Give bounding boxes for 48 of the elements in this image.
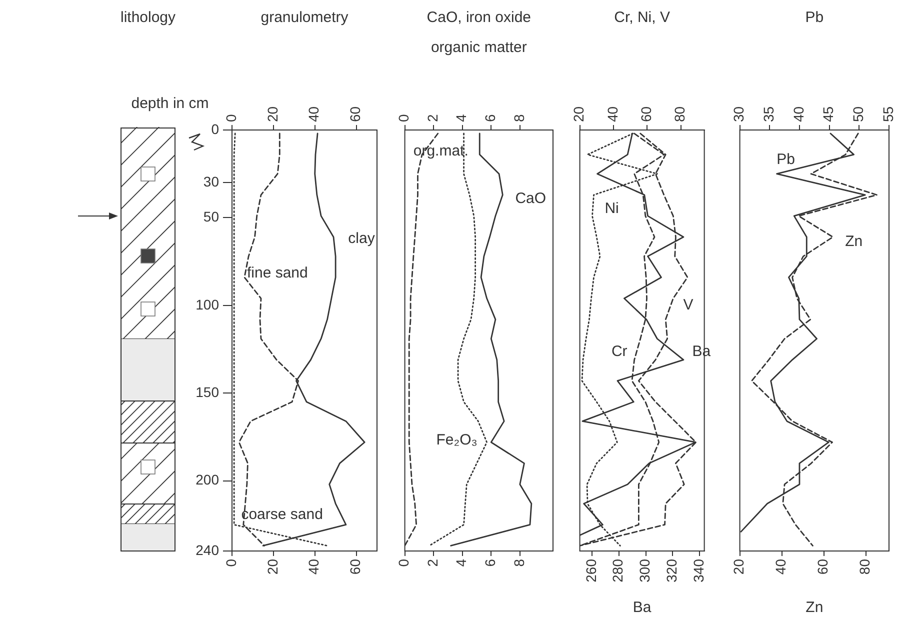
chart-title: CaO, iron oxide (426, 9, 532, 26)
text: lithology (120, 9, 176, 26)
x-tick-label: 20 (730, 558, 747, 575)
series-label: CaO (515, 190, 546, 208)
y-tick-label: 150 (196, 384, 220, 400)
y-tick-label: 240 (196, 542, 220, 558)
x-tick-label: 60 (347, 106, 364, 122)
series-label: Zn (845, 233, 863, 250)
x-tick-label: 320 (664, 558, 680, 582)
x-tick-label: 300 (636, 558, 653, 582)
series-label: Pb (776, 150, 795, 168)
x-tick-label: 80 (856, 558, 873, 575)
x2-tick-label: 45 (820, 106, 836, 122)
series-label: Fe₂O₃ (436, 431, 478, 448)
series-label: fine sand (246, 264, 308, 282)
x-tick-label: 0 (396, 114, 412, 122)
y-tick-label: 100 (196, 296, 220, 312)
x2-tick-label: 50 (850, 106, 866, 122)
series-label: Cr (611, 342, 628, 360)
series-label: V (683, 296, 694, 314)
x-tick-label: 4 (453, 114, 470, 122)
x-tick-label: 8 (510, 114, 527, 122)
x-tick-label: 60 (814, 558, 831, 575)
series-label: clay (348, 230, 376, 248)
x-tick-label: 0 (222, 114, 239, 122)
x-axis-title: Ba (632, 599, 652, 616)
x-tick-label: 20 (264, 106, 280, 122)
y-tick-label: 50 (203, 208, 220, 225)
series-label: coarse sand (241, 506, 323, 523)
series-label: Ni (604, 200, 619, 218)
chart-title: Pb (805, 9, 824, 26)
y-tick-label: 200 (196, 472, 220, 488)
chart-title: Cr, Ni, V (614, 9, 670, 26)
x2-tick-label: 35 (760, 106, 776, 122)
chart-subtitle: organic matter (430, 39, 527, 56)
x-tick-label: 40 (772, 558, 789, 575)
x-tick-label: 2 (424, 114, 440, 122)
x-axis-title: Zn (806, 599, 824, 616)
x-tick-label: 6 (482, 114, 498, 122)
y-axis-title: depth in cm (131, 95, 209, 112)
x2-tick-label: 30 (730, 106, 747, 122)
x-tick-label: 260 (582, 558, 599, 582)
x2-tick-label: 55 (880, 106, 896, 122)
chart-title: granulometry (260, 9, 349, 26)
y-tick-label: 30 (203, 173, 220, 190)
x-tick-label: 340 (690, 558, 706, 582)
x-tick-label: 40 (306, 106, 322, 122)
x-tick-label: 280 (610, 558, 626, 582)
